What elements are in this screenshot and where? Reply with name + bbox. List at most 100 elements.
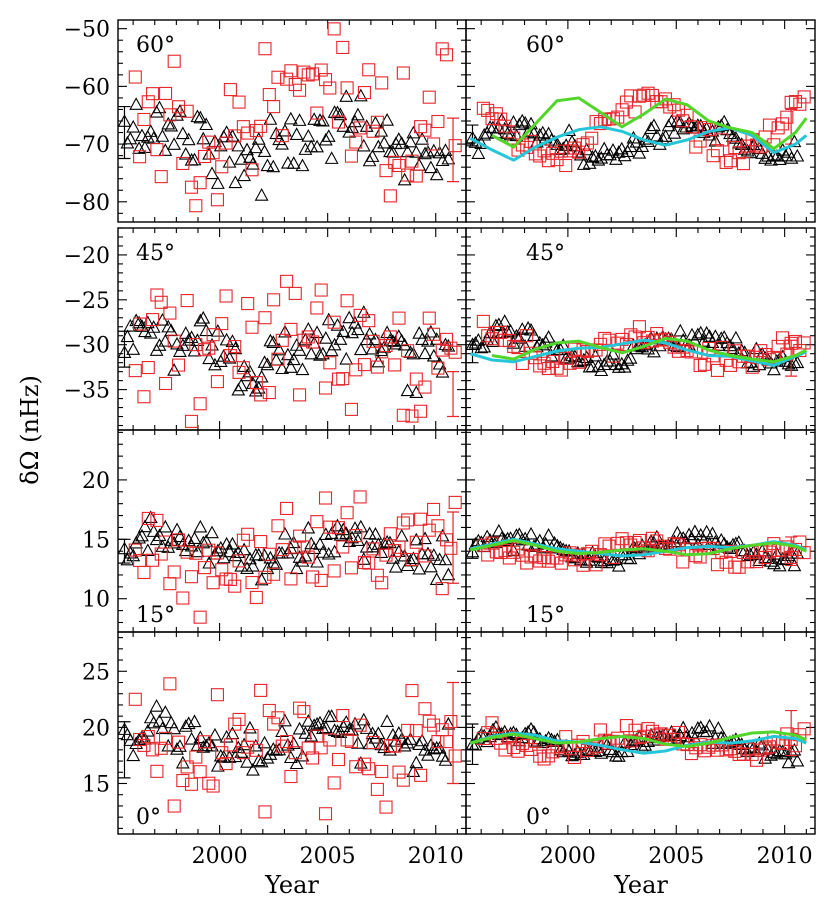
square-point <box>723 154 738 168</box>
square-point <box>448 495 462 509</box>
square-point <box>593 723 607 737</box>
triangle-point <box>181 132 196 146</box>
square-point <box>314 283 328 297</box>
triangle-point <box>687 524 702 538</box>
triangle-point <box>362 326 377 340</box>
square-point <box>167 799 181 813</box>
square-point <box>520 329 534 343</box>
error-bar <box>118 721 131 779</box>
triangle-point <box>606 143 620 156</box>
square-point <box>444 714 458 729</box>
triangle-point <box>597 357 612 371</box>
square-point <box>710 558 725 572</box>
square-point <box>137 738 151 752</box>
square-point <box>388 544 402 558</box>
triangle-point <box>234 378 249 392</box>
triangle-point <box>438 753 453 766</box>
square-point <box>288 286 302 300</box>
square-point <box>301 68 315 82</box>
triangle-point <box>432 145 447 159</box>
triangle-point <box>562 123 577 136</box>
square-point <box>254 683 268 697</box>
triangle-point <box>772 152 787 165</box>
square-point <box>171 358 186 372</box>
triangle-point <box>388 559 403 573</box>
square-point <box>741 742 755 756</box>
square-point <box>305 67 320 81</box>
triangle-point <box>374 343 389 357</box>
square-point <box>418 123 432 137</box>
square-point <box>349 760 363 774</box>
square-point <box>580 136 594 150</box>
triangle-point <box>371 139 386 153</box>
square-point <box>520 738 534 752</box>
triangle-point <box>158 705 173 718</box>
y-tick-label: 15 <box>82 773 110 798</box>
square-point <box>715 133 729 147</box>
square-point <box>401 344 415 358</box>
triangle-point <box>400 383 415 397</box>
square-point <box>396 516 410 530</box>
triangle-point <box>588 148 603 162</box>
triangle-point <box>178 146 193 160</box>
square-point <box>197 343 212 357</box>
triangle-point <box>711 721 726 734</box>
square-point <box>241 126 255 140</box>
square-point <box>598 537 612 551</box>
square-point <box>327 22 341 36</box>
square-point <box>331 115 346 129</box>
square-point <box>202 543 216 557</box>
square-point <box>267 567 281 581</box>
square-point <box>197 149 212 164</box>
square-point <box>310 301 324 315</box>
square-point <box>572 145 586 159</box>
triangle-point <box>682 527 696 541</box>
triangle-point <box>132 141 147 154</box>
square-point <box>167 54 181 68</box>
triangle-point <box>140 543 155 557</box>
triangle-point <box>383 742 397 756</box>
triangle-point <box>333 332 348 345</box>
square-point <box>728 141 742 155</box>
square-point <box>383 189 397 203</box>
square-point <box>537 356 551 370</box>
square-point <box>141 95 155 109</box>
triangle-point <box>248 383 263 397</box>
triangle-point <box>406 764 421 777</box>
triangle-point <box>403 345 418 358</box>
triangle-point <box>237 737 252 751</box>
triangle-point <box>278 713 292 727</box>
square-point <box>396 408 410 422</box>
square-point <box>267 293 281 307</box>
triangle-point <box>219 332 234 346</box>
triangle-point <box>728 330 743 344</box>
square-point <box>533 359 547 373</box>
triangle-point <box>477 127 492 141</box>
square-point <box>550 361 564 375</box>
square-point <box>663 728 677 742</box>
square-point <box>219 136 233 150</box>
y-tick-label: 20 <box>82 716 110 741</box>
square-point <box>146 313 160 327</box>
square-point <box>563 356 577 370</box>
triangle-point <box>606 346 620 360</box>
triangle-point <box>588 744 603 757</box>
x-tick-label: 2005 <box>648 844 704 869</box>
square-point <box>210 375 224 389</box>
square-point <box>171 735 186 749</box>
square-point <box>414 120 428 134</box>
square-point <box>533 149 547 163</box>
triangle-point <box>336 119 351 132</box>
square-point <box>427 137 441 151</box>
square-point <box>401 168 415 182</box>
y-tick-label: −80 <box>64 191 110 216</box>
square-point <box>141 360 155 375</box>
fit-green-line <box>491 96 808 151</box>
square-point <box>689 741 703 755</box>
error-bar <box>447 117 460 183</box>
triangle-point <box>764 554 778 567</box>
square-point <box>219 572 233 586</box>
square-point <box>507 545 521 559</box>
square-point <box>297 705 311 719</box>
square-point <box>180 545 194 559</box>
